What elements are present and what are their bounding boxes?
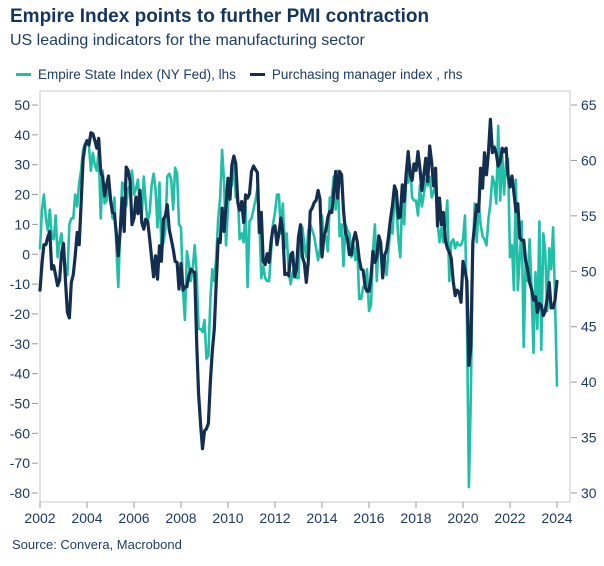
source-note: Source: Convera, Macrobond [12,537,182,552]
right-axis-label: 60 [581,152,597,168]
plot-frame [39,90,571,503]
x-axis-label: 2010 [212,510,243,526]
x-axis-label: 2022 [494,510,525,526]
x-axis-label: 2020 [447,510,478,526]
right-axis-label: 65 [581,97,597,113]
x-axis-label: 2006 [118,510,149,526]
legend: Empire State Index (NY Fed), lhs Purchas… [16,67,462,82]
x-axis-label: 2008 [165,510,196,526]
x-axis-label: 2012 [259,510,290,526]
right-axis-label: 35 [581,430,597,446]
left-axis-label: -40 [10,366,30,382]
x-axis-label: 2002 [24,510,55,526]
left-axis-label: -30 [10,336,30,352]
left-axis-label: -60 [10,425,30,441]
x-axis-label: 2016 [353,510,384,526]
left-axis-label: -10 [10,276,30,292]
left-axis-label: 20 [14,187,30,203]
left-axis-label: 0 [22,246,30,262]
x-axis-label: 2024 [541,510,572,526]
legend-label-empire: Empire State Index (NY Fed), lhs [38,67,236,82]
right-axis-label: 40 [581,374,597,390]
left-axis-label: -20 [10,306,30,322]
right-axis-label: 30 [581,485,597,501]
legend-item-empire: Empire State Index (NY Fed), lhs [16,67,236,82]
x-axis-label: 2014 [306,510,337,526]
left-axis-label: 40 [14,127,30,143]
right-axis-label: 55 [581,208,597,224]
legend-item-pmi: Purchasing manager index , rhs [249,67,463,82]
empire-line-swatch [16,73,31,76]
pmi-line [38,117,559,451]
x-axis-label: 2018 [400,510,431,526]
page-subtitle: US leading indicators for the manufactur… [10,32,365,49]
left-axis-label: -70 [10,455,30,471]
left-axis-label: -80 [10,485,30,501]
left-axis-label: -50 [10,396,30,412]
right-axis-label: 50 [581,263,597,279]
page-title: Empire Index points to further PMI contr… [10,6,430,27]
legend-label-pmi: Purchasing manager index , rhs [271,67,463,82]
left-axis-label: 10 [14,216,30,232]
left-axis-label: 30 [14,157,30,173]
pmi-line-swatch [249,73,265,76]
x-axis-label: 2004 [71,510,102,526]
right-axis-label: 45 [581,319,597,335]
left-axis-label: 50 [14,97,30,113]
